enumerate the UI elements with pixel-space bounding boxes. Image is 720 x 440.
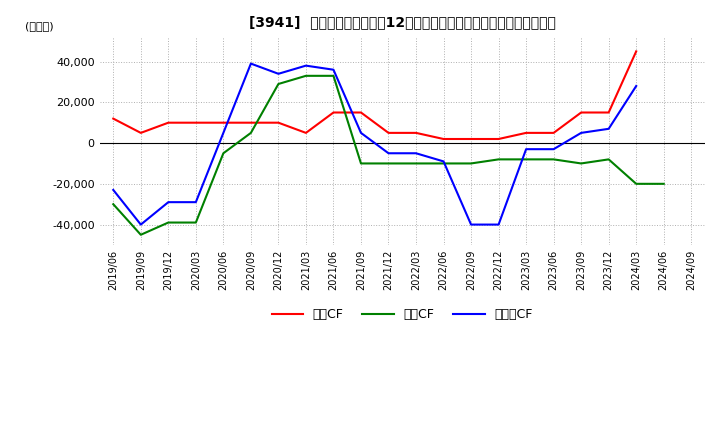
フリーCF (604, 126, 613, 132)
フリーCF (137, 222, 145, 227)
フリーCF (356, 130, 365, 136)
投資CF (384, 161, 393, 166)
投資CF (192, 220, 200, 225)
投資CF (219, 150, 228, 156)
フリーCF (632, 83, 641, 88)
投資CF (632, 181, 641, 187)
営業CF (192, 120, 200, 125)
フリーCF (439, 159, 448, 164)
投資CF (137, 232, 145, 238)
Line: 営業CF: 営業CF (113, 51, 636, 139)
営業CF (329, 110, 338, 115)
投資CF (274, 81, 283, 87)
フリーCF (577, 130, 585, 136)
投資CF (329, 73, 338, 78)
営業CF (604, 110, 613, 115)
営業CF (412, 130, 420, 136)
フリーCF (412, 150, 420, 156)
営業CF (384, 130, 393, 136)
投資CF (660, 181, 668, 187)
Line: フリーCF: フリーCF (113, 64, 636, 224)
投資CF (109, 202, 117, 207)
投資CF (356, 161, 365, 166)
営業CF (494, 136, 503, 142)
投資CF (412, 161, 420, 166)
フリーCF (246, 61, 255, 66)
営業CF (577, 110, 585, 115)
フリーCF (467, 222, 475, 227)
フリーCF (109, 187, 117, 193)
営業CF (164, 120, 173, 125)
営業CF (137, 130, 145, 136)
投資CF (577, 161, 585, 166)
フリーCF (522, 147, 531, 152)
投資CF (604, 157, 613, 162)
営業CF (467, 136, 475, 142)
営業CF (549, 130, 558, 136)
投資CF (302, 73, 310, 78)
フリーCF (302, 63, 310, 68)
営業CF (246, 120, 255, 125)
営業CF (439, 136, 448, 142)
投資CF (549, 157, 558, 162)
フリーCF (274, 71, 283, 77)
Title: [3941]  キャッシュフローの12か月移動合計の対前年同期増減額の推移: [3941] キャッシュフローの12か月移動合計の対前年同期増減額の推移 (249, 15, 556, 29)
Line: 投資CF: 投資CF (113, 76, 664, 235)
投資CF (494, 157, 503, 162)
Legend: 営業CF, 投資CF, フリーCF: 営業CF, 投資CF, フリーCF (266, 303, 538, 326)
投資CF (246, 130, 255, 136)
投資CF (467, 161, 475, 166)
営業CF (109, 116, 117, 121)
フリーCF (494, 222, 503, 227)
Y-axis label: (百万円): (百万円) (24, 21, 53, 31)
営業CF (632, 49, 641, 54)
投資CF (164, 220, 173, 225)
営業CF (522, 130, 531, 136)
フリーCF (384, 150, 393, 156)
フリーCF (219, 130, 228, 136)
投資CF (522, 157, 531, 162)
営業CF (219, 120, 228, 125)
営業CF (302, 130, 310, 136)
営業CF (356, 110, 365, 115)
フリーCF (164, 199, 173, 205)
フリーCF (192, 199, 200, 205)
投資CF (439, 161, 448, 166)
フリーCF (329, 67, 338, 72)
営業CF (274, 120, 283, 125)
フリーCF (549, 147, 558, 152)
